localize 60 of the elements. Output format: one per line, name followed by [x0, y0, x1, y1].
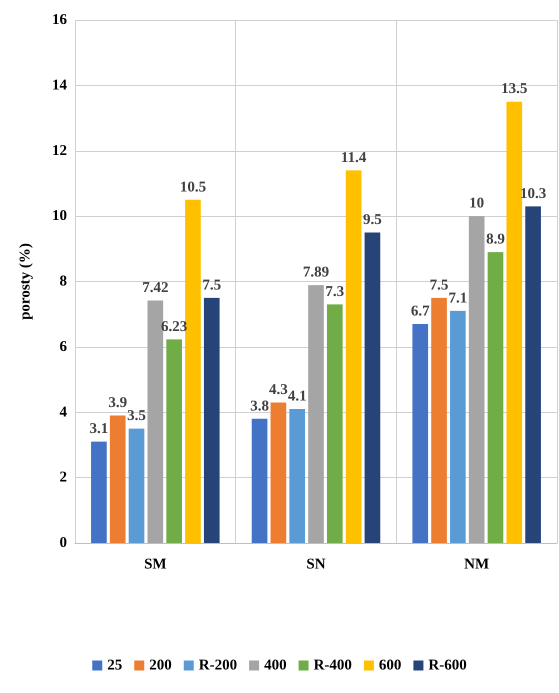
bar [346, 170, 362, 543]
data-label: 7.5 [430, 277, 448, 294]
x-tick-label: SN [306, 556, 326, 572]
x-tick-label: SM [144, 556, 167, 572]
data-label: 7.89 [302, 264, 330, 281]
bar [525, 206, 541, 543]
bar [468, 216, 485, 543]
data-label: 9.5 [363, 212, 382, 228]
x-tick-label: NM [464, 556, 490, 572]
bar [308, 285, 324, 543]
y-tick-label: 14 [52, 77, 68, 94]
y-tick-label: 10 [52, 208, 67, 224]
data-label: 13.5 [501, 81, 528, 98]
data-label: 10.5 [180, 179, 206, 196]
y-axis-title: porosty (%) [18, 243, 34, 320]
bar [185, 200, 201, 543]
bar [166, 339, 182, 543]
y-tick-label: 4 [60, 404, 68, 420]
bar [110, 416, 126, 543]
bar [488, 252, 504, 543]
legend-label: R-200 [198, 658, 238, 674]
legend-label: R-600 [428, 658, 467, 674]
bar [412, 324, 428, 543]
legend-label: 25 [107, 658, 122, 674]
data-label: 7.42 [142, 280, 168, 296]
y-tick-label: 8 [60, 274, 67, 290]
bar [147, 300, 164, 543]
data-label: 7.1 [448, 290, 468, 306]
bar [252, 418, 268, 543]
legend-label: 400 [264, 658, 287, 674]
y-tick-label: 2 [60, 470, 67, 486]
data-label: 3.9 [108, 395, 128, 412]
data-label: 6.7 [410, 303, 430, 320]
legend-label: R-400 [314, 658, 352, 674]
bar [289, 408, 306, 543]
bar [450, 310, 466, 543]
y-tick-label: 16 [52, 12, 68, 28]
data-label: 11.4 [340, 150, 367, 166]
legend-label: 200 [149, 658, 172, 674]
bar [270, 402, 286, 543]
data-label: 3.1 [90, 421, 108, 438]
bar [506, 102, 522, 543]
bar [91, 442, 107, 543]
bar [326, 304, 343, 543]
bar [128, 428, 144, 543]
bar [431, 298, 447, 543]
y-tick-label: 0 [60, 535, 67, 551]
bar [204, 298, 220, 543]
y-tick-label: 6 [60, 338, 68, 355]
data-label: 10 [469, 196, 484, 212]
data-label: 7.5 [202, 277, 222, 294]
y-tick-label: 12 [52, 142, 67, 159]
data-label: 7.3 [325, 284, 344, 300]
data-label: 4.1 [288, 388, 307, 404]
data-label: 3.8 [250, 398, 269, 414]
bar [364, 232, 380, 543]
data-label: 8.9 [486, 232, 505, 248]
data-label: 4.3 [269, 382, 288, 398]
legend-label: 600 [378, 658, 402, 674]
data-label: 3.5 [127, 408, 146, 424]
